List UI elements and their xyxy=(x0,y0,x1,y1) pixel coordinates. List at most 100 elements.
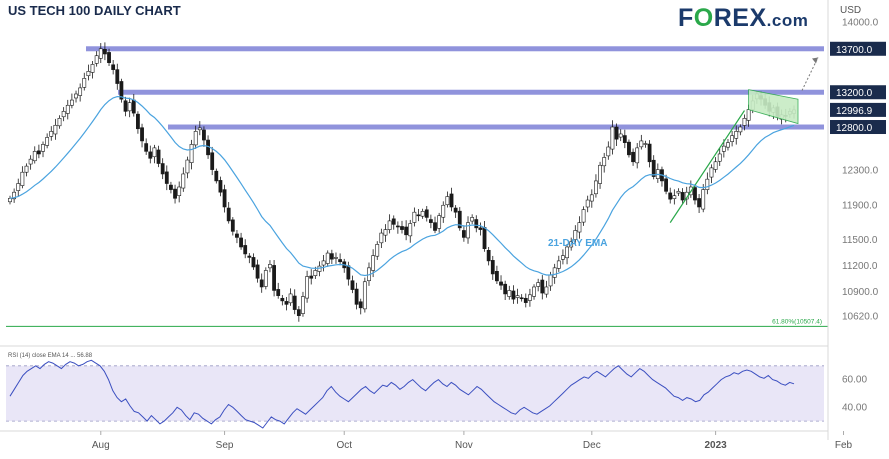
candle-body xyxy=(230,219,235,232)
candle-body xyxy=(437,215,442,229)
candle-body xyxy=(268,264,272,269)
candle-body xyxy=(635,147,640,164)
chart-title: US TECH 100 DAILY CHART xyxy=(8,3,181,18)
candle-body xyxy=(721,145,726,152)
candle-body xyxy=(325,252,330,264)
candle-body xyxy=(65,104,70,114)
candle-body xyxy=(424,209,429,218)
candle-body xyxy=(329,253,334,260)
candle-body xyxy=(622,135,627,143)
candle-body xyxy=(111,64,116,70)
candle-body xyxy=(519,297,524,300)
candle-body xyxy=(12,191,17,200)
ema-annotation: 21-DAY EMA xyxy=(548,238,607,249)
candle-body xyxy=(734,131,739,139)
candle-body xyxy=(643,143,648,145)
candle-body xyxy=(20,171,25,186)
candle-body xyxy=(676,191,681,194)
candle-body xyxy=(730,135,735,142)
candle-body xyxy=(404,226,409,236)
candle-body xyxy=(193,131,198,146)
level-line-13700.0 xyxy=(86,46,824,52)
candle-body xyxy=(672,195,677,199)
level-line-13200.0 xyxy=(118,89,824,95)
candle-body xyxy=(482,227,487,250)
candle-body xyxy=(189,144,194,163)
candle-body xyxy=(627,141,631,156)
candle-body xyxy=(218,180,223,193)
level-line-12800.0 xyxy=(168,124,824,130)
candle-body xyxy=(49,131,54,137)
candle-body xyxy=(585,199,590,208)
candle-body xyxy=(523,297,528,303)
projection-arrowhead xyxy=(812,57,818,64)
candle-body xyxy=(36,150,41,155)
candle-body xyxy=(8,197,12,203)
candle-body xyxy=(362,281,367,310)
price-tick-12300.0: 12300.0 xyxy=(842,165,879,176)
candle-body xyxy=(697,198,701,208)
candle-body xyxy=(449,193,454,208)
candle-body xyxy=(395,225,400,228)
candle-body xyxy=(160,163,165,175)
candle-body xyxy=(354,288,359,305)
candle-body xyxy=(169,184,173,190)
candle-body xyxy=(717,153,722,162)
fib-level-label: 61.80%(10507.4) xyxy=(772,318,822,325)
price-label-12996.9: 12996.9 xyxy=(836,106,873,117)
candle-body xyxy=(470,217,475,222)
rsi-tick-40.00: 40.00 xyxy=(842,402,867,413)
candle-body xyxy=(379,232,384,244)
candle-body xyxy=(28,158,33,165)
candle-body xyxy=(565,246,569,259)
x-tick-Dec: Dec xyxy=(583,440,601,451)
candle-body xyxy=(507,290,512,297)
candle-body xyxy=(98,48,103,59)
logo-f: F xyxy=(678,4,694,32)
candle-body xyxy=(235,233,239,238)
rsi-line xyxy=(9,359,795,429)
x-tick-Nov: Nov xyxy=(455,440,473,451)
price-tick-14000.0: 14000.0 xyxy=(842,18,879,29)
candle-body xyxy=(243,245,248,255)
candle-body xyxy=(107,52,111,63)
candle-body xyxy=(255,264,260,279)
candle-body xyxy=(247,255,252,258)
candle-body xyxy=(82,78,87,88)
rsi-tick-60.00: 60.00 xyxy=(842,375,867,386)
candle-body xyxy=(45,137,50,146)
candle-body xyxy=(746,109,751,121)
candle-body xyxy=(202,129,206,141)
candle-body xyxy=(305,276,309,299)
candle-body xyxy=(581,209,586,223)
candle-body xyxy=(24,165,29,173)
rsi-band xyxy=(6,365,824,422)
candle-body xyxy=(490,260,495,275)
candle-body xyxy=(709,167,714,178)
candle-body xyxy=(651,159,656,177)
candles-group xyxy=(8,42,796,322)
candle-body xyxy=(156,149,161,164)
price-tick-11900.0: 11900.0 xyxy=(842,200,878,211)
logo-rest: REX xyxy=(713,4,767,32)
candle-body xyxy=(251,257,256,268)
x-tick-Oct: Oct xyxy=(336,440,352,451)
candle-body xyxy=(57,118,62,127)
candle-body xyxy=(148,151,153,159)
candle-body xyxy=(296,309,301,316)
candle-body xyxy=(647,143,652,163)
candle-body xyxy=(453,207,458,213)
candle-body xyxy=(738,126,743,133)
candle-body xyxy=(606,146,611,157)
candle-body xyxy=(383,229,388,236)
candle-body xyxy=(375,244,380,257)
candle-body xyxy=(742,118,747,126)
price-tick-11500.0: 11500.0 xyxy=(842,235,878,246)
rsi-band-group: RSI (14) close EMA 14 ... 56.88 xyxy=(0,345,828,422)
candle-body xyxy=(573,230,578,240)
candle-body xyxy=(561,255,565,260)
candle-body xyxy=(705,178,710,190)
candle-body xyxy=(74,93,78,99)
